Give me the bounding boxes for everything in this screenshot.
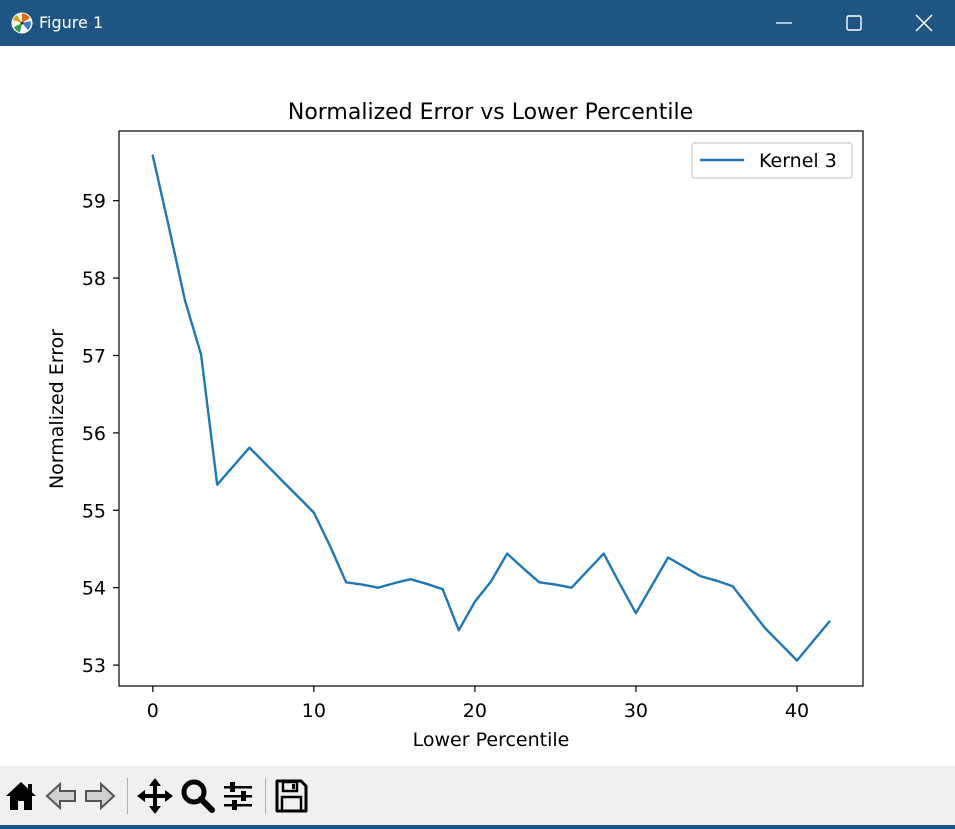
configure-subplots-button[interactable] [218,776,258,816]
forward-arrow-icon [85,781,116,811]
chart-title: Normalized Error vs Lower Percentile [288,100,693,125]
back-button[interactable] [41,776,81,816]
x-tick-label: 40 [785,700,809,722]
y-tick-label: 57 [82,345,106,367]
close-icon [915,14,933,32]
save-icon [275,779,308,813]
minimize-icon [776,22,792,24]
toolbar-separator [127,778,128,814]
window-title: Figure 1 [39,13,104,32]
maximize-button[interactable] [819,0,889,46]
home-icon [6,782,36,810]
x-tick-label: 20 [463,700,487,722]
legend: Kernel 3 [691,142,853,179]
save-button[interactable] [271,776,311,816]
pan-icon [137,778,173,814]
x-axis-label: Lower Percentile [413,729,570,751]
plot-area [118,130,864,687]
x-tick-label: 10 [302,700,326,722]
home-button[interactable] [1,776,41,816]
back-arrow-icon [45,781,76,811]
y-tick-label: 53 [82,655,106,677]
x-tick-label: 30 [624,700,648,722]
window-title-bar[interactable]: Figure 1 [0,0,955,46]
close-button[interactable] [889,0,955,46]
zoom-icon [181,779,215,813]
figure-canvas[interactable]: Normalized Error vs Lower Percentile 0 10… [0,46,955,766]
y-tick-label: 54 [82,578,106,600]
matplotlib-logo-icon [11,12,33,34]
y-tick-label: 56 [82,423,106,445]
zoom-button[interactable] [177,776,217,816]
y-axis-label: Normalized Error [46,329,68,489]
y-tick-label: 55 [82,500,106,522]
window-bottom-border [0,825,955,829]
maximize-icon [846,15,862,31]
legend-box [691,142,853,179]
series-line-kernel-3 [151,154,831,662]
x-tick-label: 0 [147,700,159,722]
pan-button[interactable] [135,776,175,816]
navigation-toolbar [0,766,955,826]
y-axis-ticks: 53 54 55 56 57 58 59 [82,191,119,677]
forward-button[interactable] [80,776,120,816]
y-tick-label: 59 [82,191,106,213]
legend-label: Kernel 3 [759,150,837,172]
configure-subplots-icon [224,782,252,810]
minimize-button[interactable] [749,0,819,46]
y-tick-label: 58 [82,268,106,290]
x-axis-ticks: 0 10 20 30 40 [147,686,809,722]
line-chart: Normalized Error vs Lower Percentile 0 10… [46,100,864,751]
toolbar-separator [265,778,266,814]
